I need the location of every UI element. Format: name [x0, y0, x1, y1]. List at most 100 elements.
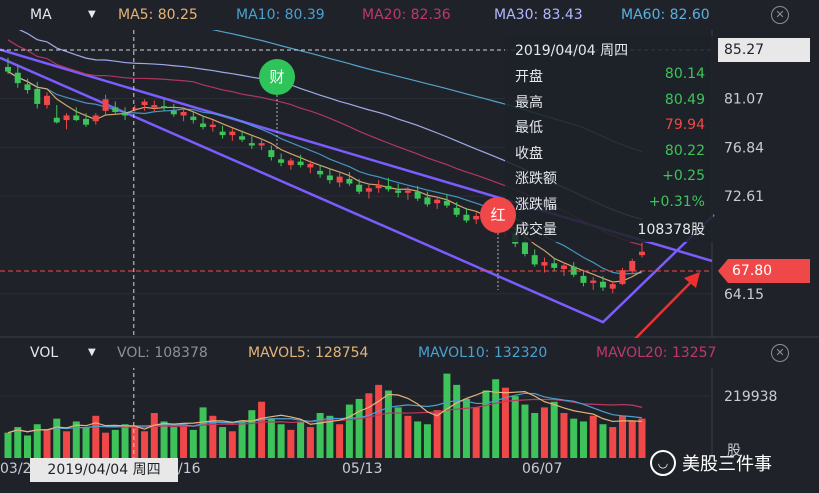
- ma20-label: MA20: 82.36: [362, 7, 451, 23]
- wechat-icon: ◡: [650, 450, 676, 476]
- candle-body: [570, 266, 577, 275]
- volume-bar: [33, 424, 41, 458]
- chevron-down-icon[interactable]: ▼: [88, 347, 96, 358]
- volume-bar: [599, 424, 607, 458]
- y-tick-label: 81.07: [724, 91, 764, 107]
- tooltip-row: 涨跌额 +0.25: [515, 168, 705, 192]
- date-label: 05/13: [342, 461, 383, 477]
- candle-body: [443, 200, 450, 206]
- volume-bar: [297, 421, 305, 458]
- tooltip-label: 收盘: [515, 145, 543, 162]
- volume-unit-label: 股: [727, 443, 741, 459]
- volume-bar: [462, 398, 470, 458]
- tooltip-value: 80.49: [664, 91, 705, 108]
- vol-header: VOL ▼ VOL: 108378 MAVOL5: 128754 MAVOL10…: [0, 338, 819, 368]
- dividend-event-marker[interactable]: 红: [480, 197, 516, 233]
- volume-bar: [472, 407, 480, 458]
- mavol20-label: MAVOL20: 13257: [596, 345, 717, 361]
- volume-bar: [287, 429, 295, 458]
- volume-bar: [82, 427, 90, 458]
- volume-bar: [14, 427, 22, 458]
- tooltip-row: 最高 80.49: [515, 92, 705, 116]
- close-icon[interactable]: ✕: [771, 6, 789, 24]
- finance-event-marker[interactable]: 财: [259, 59, 295, 95]
- candle-body: [92, 115, 99, 122]
- candle-body: [434, 199, 441, 204]
- candle-body: [170, 110, 177, 115]
- candle-body: [200, 123, 207, 127]
- volume-bar: [131, 427, 139, 458]
- tooltip-value: 80.14: [664, 66, 705, 82]
- volume-bar: [277, 424, 285, 458]
- tooltip-row: 最低 79.94: [515, 117, 705, 141]
- chevron-down-icon[interactable]: ▼: [88, 9, 96, 20]
- volume-bar: [443, 373, 451, 458]
- candle-body: [53, 117, 60, 123]
- candle-body: [346, 178, 353, 184]
- candle-body: [112, 107, 119, 112]
- tooltip-row: 成交量 108378股: [515, 219, 705, 243]
- vol-indicator-select[interactable]: VOL: [30, 345, 59, 361]
- candle-body: [619, 270, 626, 285]
- volume-bar: [570, 418, 578, 458]
- mavol10-line: [7, 392, 643, 434]
- ma-indicator-select[interactable]: MA: [30, 7, 52, 23]
- tooltip-row: 涨跌幅 +0.31%: [515, 194, 705, 218]
- candle-body: [248, 143, 255, 146]
- y-tick-label: 64.15: [724, 287, 764, 303]
- annotation-arrow: [633, 279, 694, 341]
- tooltip-label: 最高: [515, 94, 543, 111]
- volume-bar: [92, 415, 100, 458]
- candle-body: [190, 116, 197, 121]
- close-icon[interactable]: ✕: [771, 344, 789, 362]
- volume-bar: [63, 431, 71, 458]
- tooltip-value: 79.94: [664, 117, 705, 133]
- ohlc-tooltip: 2019/04/04 周四 开盘 80.14 最高 80.49 最低 79.94 收盘 80.…: [505, 36, 713, 242]
- candle-body: [14, 72, 21, 84]
- candle-body: [639, 251, 645, 256]
- candle-body: [5, 66, 11, 72]
- ma5-line: [7, 71, 643, 283]
- watermark: ◡ 美股三件事: [650, 450, 772, 476]
- volume-bar: [316, 413, 324, 458]
- volume-bar: [170, 427, 178, 458]
- date-label: 06/07: [522, 461, 563, 477]
- candle-body: [44, 95, 51, 106]
- candle-body: [365, 188, 372, 192]
- volume-bar: [258, 401, 266, 458]
- volume-bar: [53, 418, 61, 458]
- tooltip-label: 成交量: [515, 222, 557, 238]
- volume-bar: [453, 384, 461, 458]
- volume-bar: [628, 421, 636, 458]
- candle-body: [580, 275, 587, 283]
- tooltip-row: 开盘 80.14: [515, 66, 705, 90]
- volume-bar: [150, 413, 158, 458]
- candle-body: [34, 88, 41, 104]
- volume-bar: [326, 415, 334, 458]
- volume-bar: [521, 404, 529, 458]
- mavol5-label: MAVOL5: 128754: [248, 345, 369, 361]
- volume-bar: [180, 424, 188, 458]
- volume-bar: [433, 410, 441, 458]
- ma10-label: MA10: 80.39: [236, 7, 325, 23]
- volume-bar: [589, 415, 597, 458]
- candle-body: [317, 170, 324, 175]
- candle-body: [24, 84, 31, 91]
- volume-bar: [355, 398, 363, 458]
- tooltip-row: 收盘 80.22: [515, 143, 705, 167]
- volume-bar: [365, 393, 373, 458]
- volume-bar: [609, 427, 617, 458]
- candle-body: [151, 105, 158, 108]
- ma30-label: MA30: 83.43: [494, 7, 583, 23]
- candle-body: [531, 255, 538, 265]
- volume-bar: [248, 410, 256, 458]
- volume-bar: [579, 421, 587, 458]
- candle-body: [229, 131, 236, 136]
- volume-bar: [384, 390, 392, 458]
- candle-body: [73, 115, 80, 121]
- candle-body: [551, 263, 558, 268]
- volume-bar: [336, 424, 344, 458]
- volume-bar: [540, 407, 548, 458]
- volume-bar: [638, 418, 646, 458]
- candle-body: [102, 99, 109, 111]
